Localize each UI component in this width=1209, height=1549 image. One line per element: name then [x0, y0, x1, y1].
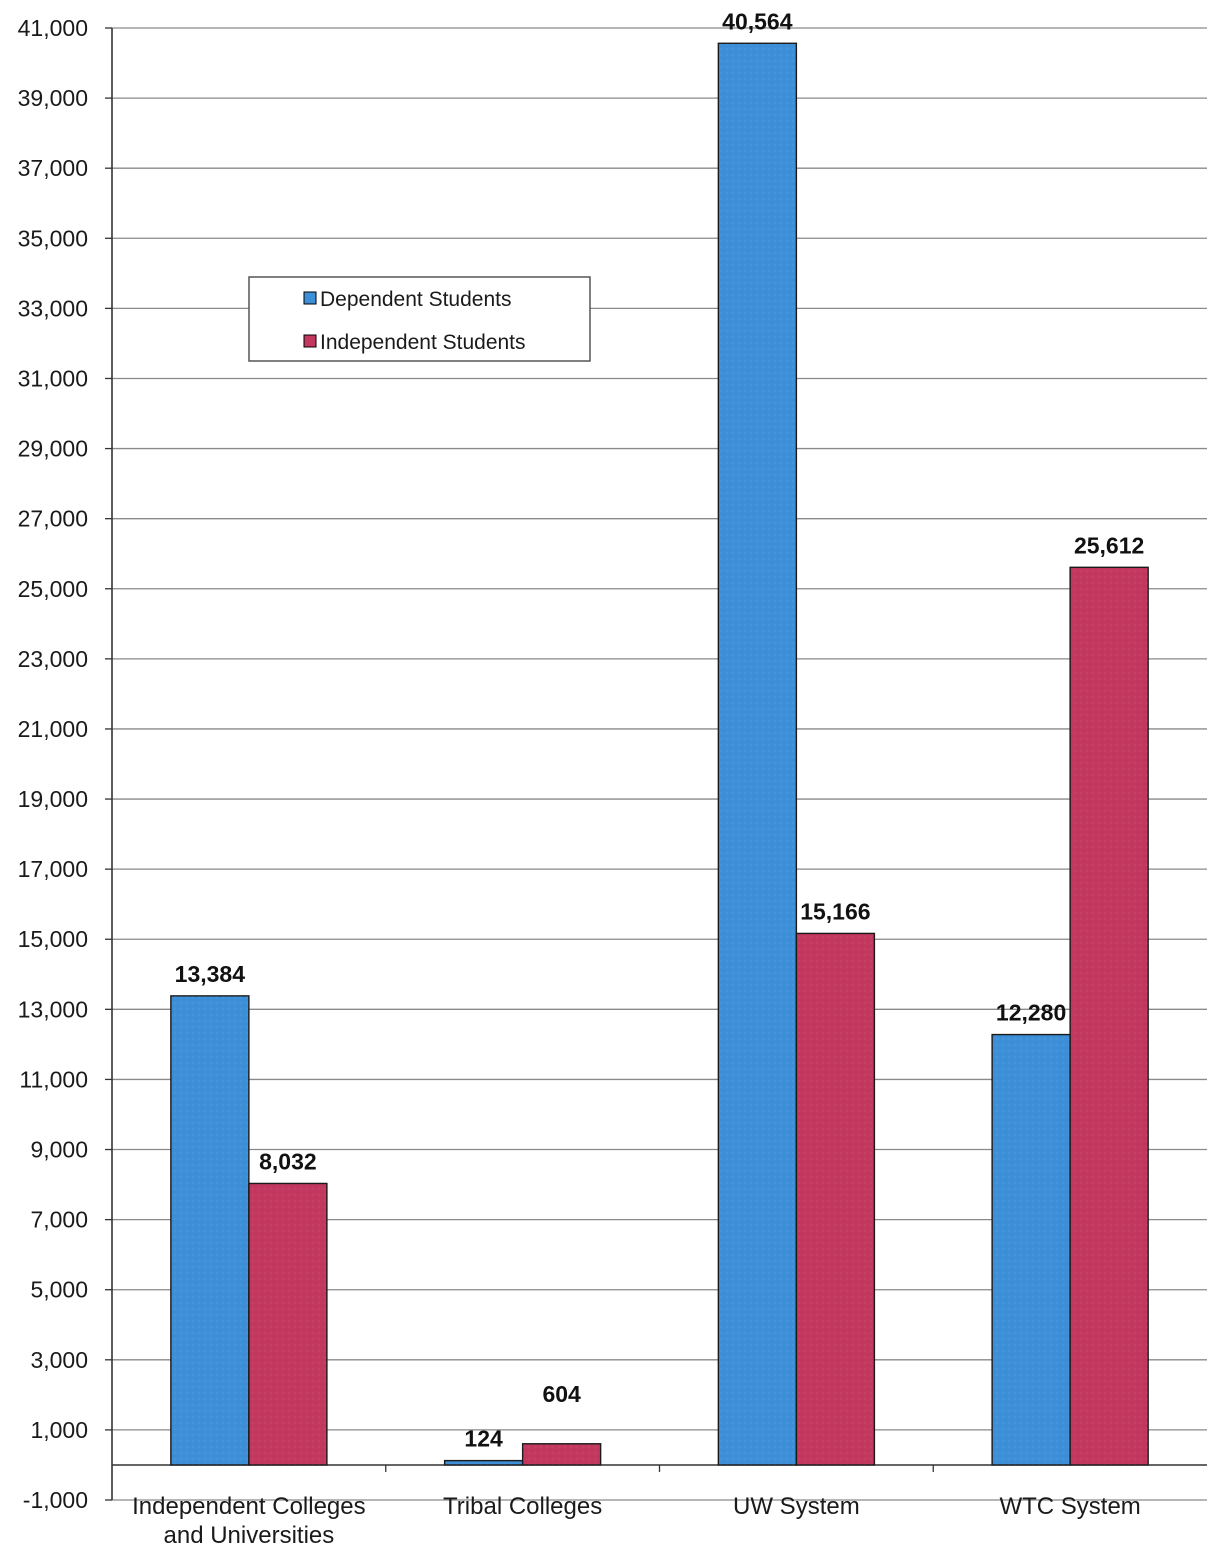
- bar-texture: [992, 1034, 1071, 1465]
- y-tick-label: 35,000: [18, 225, 88, 251]
- y-tick-label: 23,000: [18, 646, 88, 672]
- data-label-independent: 8,032: [259, 1148, 317, 1174]
- bars: [170, 42, 1149, 1466]
- data-labels: 13,384 8,032 124 604 40,564 15,166 12,280 25,61…: [175, 8, 1145, 1451]
- y-tick-label: 7,000: [30, 1207, 88, 1233]
- y-tick-label: 1,000: [30, 1417, 88, 1443]
- legend-swatch-independent: [303, 334, 317, 348]
- y-tick-label: 5,000: [30, 1277, 88, 1303]
- y-tick-label: -1,000: [23, 1487, 88, 1513]
- data-label-independent: 604: [542, 1381, 581, 1407]
- y-tick-label: 31,000: [18, 365, 88, 391]
- y-tick-label: 19,000: [18, 786, 88, 812]
- bar-texture: [444, 1460, 523, 1465]
- data-label-independent: 25,612: [1074, 532, 1144, 558]
- gridlines: [112, 27, 1207, 1501]
- legend-swatch-dependent: [303, 291, 317, 305]
- bar-texture: [796, 933, 875, 1465]
- bar-texture: [248, 1183, 327, 1465]
- bar-texture: [170, 995, 249, 1465]
- y-tick-label: 27,000: [18, 506, 88, 532]
- legend-label-dependent: Dependent Students: [320, 288, 511, 311]
- y-tick-label: 11,000: [19, 1066, 88, 1092]
- category-label: Tribal Colleges: [443, 1493, 602, 1520]
- bar-texture: [522, 1443, 601, 1465]
- legend-label-independent: Independent Students: [320, 331, 526, 354]
- data-label-independent: 15,166: [800, 898, 870, 924]
- data-label-dependent: 12,280: [996, 1000, 1066, 1026]
- y-tick-label: 25,000: [18, 576, 88, 602]
- category-label: and Universities: [164, 1522, 335, 1549]
- data-label-dependent: 124: [464, 1426, 503, 1452]
- y-tick-label: 29,000: [18, 436, 88, 462]
- bar-texture: [718, 43, 797, 1465]
- data-label-dependent: 13,384: [175, 961, 246, 987]
- y-axis-tick-labels: -1,000 1,000 3,000 5,000 7,000 9,000 11,000 13,…: [18, 15, 88, 1513]
- y-tick-label: 37,000: [18, 155, 88, 181]
- y-tick-label: 15,000: [18, 926, 88, 952]
- y-tick-label: 13,000: [18, 996, 88, 1022]
- data-label-dependent: 40,564: [722, 8, 793, 34]
- y-tick-label: 9,000: [30, 1137, 88, 1163]
- y-tick-label: 17,000: [18, 856, 88, 882]
- category-label: UW System: [733, 1493, 860, 1520]
- category-label: WTC System: [999, 1493, 1140, 1520]
- legend: Dependent Students Independent Students: [248, 276, 591, 362]
- bar-texture: [1070, 567, 1149, 1465]
- y-tick-label: 33,000: [18, 295, 88, 321]
- y-tick-label: 39,000: [18, 85, 88, 111]
- category-label: Independent Colleges: [132, 1493, 366, 1520]
- y-tick-label: 21,000: [18, 716, 88, 742]
- y-tick-label: 41,000: [18, 15, 88, 41]
- y-tick-label: 3,000: [30, 1347, 88, 1373]
